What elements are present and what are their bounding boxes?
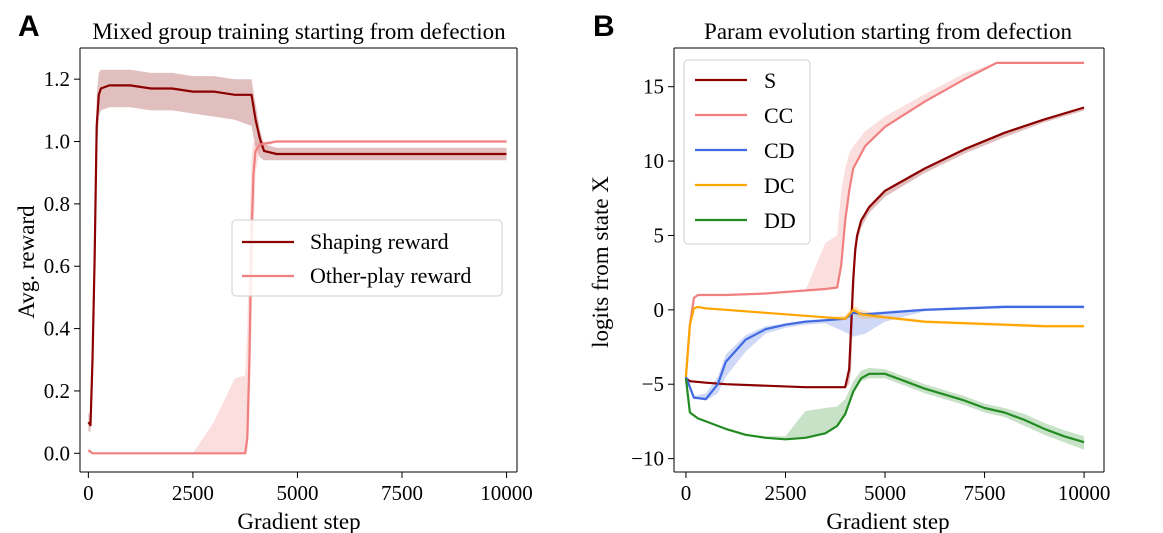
panel-a-x-tick-label: 10000: [480, 481, 533, 505]
panel-a-y-tick-label: 0.2: [44, 379, 70, 403]
panel-a-line-other-play-reward: [87, 140, 507, 455]
panel-a-line-shaping-reward: [87, 84, 507, 427]
panel-a-y-tick-label: 1.0: [44, 130, 70, 154]
panel-b-line-dc: [684, 305, 1085, 377]
panel-b-x-tick-label: 2500: [764, 481, 806, 505]
panel-b-legend-label-cd: CD: [764, 138, 795, 163]
panel-a-legend: Shaping reward Other-play reward: [231, 219, 503, 297]
panel-b-x-tick-label: 7500: [964, 481, 1006, 505]
panel-a-x-tick-label: 5000: [276, 481, 318, 505]
panel-a-legend-frame: [231, 219, 503, 297]
panel-b-band-dd: [685, 367, 1085, 450]
panel-a-y-tick-label: 1.2: [44, 67, 70, 91]
panel-b-legend-label-dd: DD: [764, 208, 796, 233]
panel-a-band-shaping-reward: [88, 69, 507, 432]
panel-b-line-cd: [684, 305, 1085, 401]
panel-b-band-cd: [685, 305, 1085, 401]
panel-b-legend: S CC CD DC DD: [683, 59, 811, 245]
panel-a-y-tick-label: 0.6: [44, 254, 70, 278]
panel-a-letter: A: [18, 10, 40, 43]
panel-a-x-tick-label: 0: [83, 481, 94, 505]
panel-b-x-axis-title: Gradient step: [826, 509, 949, 533]
panel-a-y-tick-label: 0.4: [44, 317, 71, 341]
panel-a-band-other-play-reward: [88, 141, 507, 454]
panel-b-line-cc: [684, 61, 1085, 377]
panel-a-x-tick-label: 7500: [381, 481, 423, 505]
panel-b-title: Param evolution starting from defection: [704, 19, 1072, 44]
panel-b-line-s: [685, 106, 1085, 389]
panel-b-y-tick-label: 5: [654, 223, 665, 247]
panel-b-x-tick-label: 10000: [1058, 481, 1111, 505]
panel-a-legend-label-shaping: Shaping reward: [310, 229, 449, 254]
panel-b-y-axis-title: logits from state X: [588, 176, 613, 348]
panel-a-y-tick-label: 0.0: [44, 441, 70, 465]
panel-b-lines: [684, 61, 1085, 444]
panel-b-legend-label-cc: CC: [764, 103, 793, 128]
panel-a-title: Mixed group training starting from defec…: [92, 19, 506, 44]
panel-a-y-axis-title: Avg. reward: [14, 205, 39, 319]
panel-b: B Param evolution starting from defectio…: [588, 10, 1110, 533]
panel-b-legend-label-dc: DC: [764, 173, 795, 198]
panel-a-x-axis-title: Gradient step: [237, 509, 360, 533]
panel-a: A Mixed group training starting from def…: [14, 10, 533, 533]
panel-a-legend-label-other-play: Other-play reward: [310, 263, 471, 288]
panel-a-y-tick-label: 0.8: [44, 192, 70, 216]
panel-b-legend-frame: [683, 59, 811, 245]
panel-a-plot-area: 0 2500 5000 7500 10000 0.0 0.2 0.4 0.6 0.8 1.0 1.2: [44, 47, 533, 505]
panel-b-letter: B: [593, 10, 615, 43]
panel-b-x-tick-label: 0: [681, 481, 692, 505]
panel-b-y-tick-label: 0: [654, 298, 665, 322]
panel-b-plot-area: 0 2500 5000 7500 10000 −10 −5 0 5 10 15: [631, 47, 1111, 505]
panel-b-x-tick-label: 5000: [864, 481, 906, 505]
panel-a-bands: [88, 69, 507, 454]
panel-b-y-tick-label: 10: [643, 149, 664, 173]
panel-b-legend-label-s: S: [764, 68, 776, 93]
panel-b-y-tick-label: −10: [631, 447, 664, 471]
panel-b-y-tick-label: 15: [643, 75, 664, 99]
panel-b-y-tick-label: −5: [642, 372, 664, 396]
panel-b-line-dd: [684, 372, 1085, 444]
panel-a-x-tick-label: 2500: [172, 481, 214, 505]
panel-a-lines: [87, 84, 507, 455]
